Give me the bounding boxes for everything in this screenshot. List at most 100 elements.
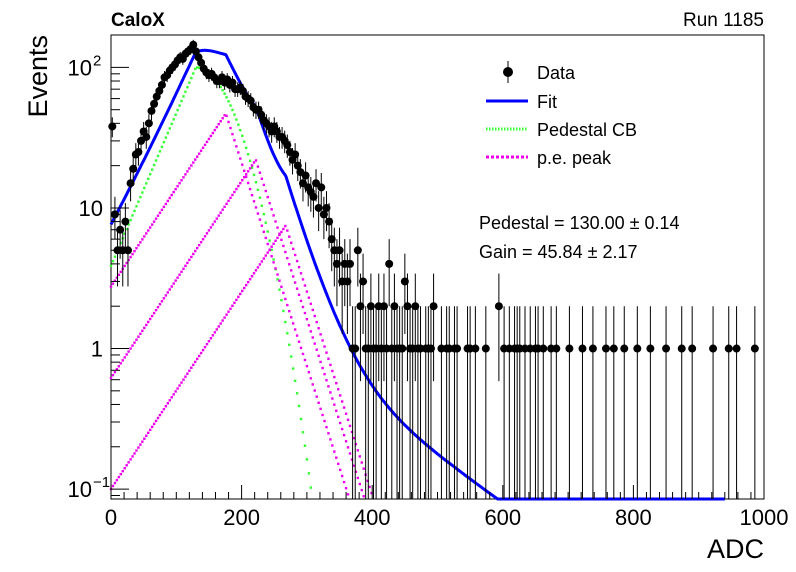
data-point [601, 306, 610, 499]
gain-result: Gain = 45.84 ± 2.17 [479, 242, 638, 262]
pedestal-curve-dot [291, 367, 295, 370]
pedestal-curve-dot [231, 108, 234, 112]
pe-peak-curve-2-dot [121, 359, 124, 362]
pe-peak-curve-2-dot [246, 170, 250, 173]
pedestal-curve-dot [282, 309, 285, 313]
pedestal-curve-dot [127, 223, 130, 226]
data-point [471, 306, 480, 499]
data-point [293, 153, 302, 182]
data-marker [677, 344, 686, 353]
pe-peak-curve-3-dot [158, 413, 162, 417]
pe-peak-curve-3-dot [307, 296, 311, 299]
pe-peak-curve-1-dot [293, 328, 297, 331]
pe-peak-curve-1-dot [162, 205, 166, 209]
pe-peak-curve-3-dot [317, 327, 320, 330]
pe-peak-curve-2-dot [317, 354, 320, 358]
pe-peak-curve-2-dot [297, 293, 301, 296]
pe-peak-curve-3-dot [219, 322, 222, 325]
pe-peak-curve-3-dot [207, 340, 211, 343]
pe-peak-curve-2-dot [160, 300, 164, 303]
data-marker [471, 344, 480, 353]
pedestal-curve-dot [280, 298, 283, 302]
pe-peak-curve-1-dot [195, 155, 199, 158]
data-marker [189, 40, 198, 49]
pe-peak-curve-2-dot [362, 495, 365, 498]
pe-peak-curve-3-dot [235, 298, 238, 302]
data-point [155, 83, 164, 99]
pe-peak-curve-2-dot [331, 397, 334, 400]
pe-peak-curve-3-dot [258, 263, 262, 266]
data-marker [293, 161, 302, 170]
pe-peak-curve-2-dot [290, 269, 293, 272]
pedestal-curve-dot [197, 66, 201, 69]
pe-peak-curve-1-dot [246, 181, 250, 185]
experiment-label: CaloX [111, 10, 165, 31]
pedestal-curve-dot [239, 128, 242, 132]
pe-peak-curve-1-dot [317, 401, 320, 404]
pe-peak-curve-1-dot [211, 131, 215, 135]
pe-peak-curve-3 [109, 224, 373, 495]
data-marker [228, 78, 237, 87]
pedestal-curve-dot [125, 227, 128, 231]
pe-peak-curve-3-dot [370, 491, 373, 495]
pedestal-curve-dot [178, 104, 181, 107]
data-point [453, 306, 462, 499]
data-point [677, 306, 686, 499]
pe-peak-curve-3-dot [125, 464, 128, 467]
data-marker [157, 80, 166, 89]
pedestal-curve-dot [307, 472, 311, 475]
pe-peak-curve-2-dot [239, 181, 242, 185]
pe-peak-curve-3-dot [217, 325, 220, 328]
x-tick-label: 800 [615, 505, 652, 530]
pedestal-curve-dot [221, 88, 224, 92]
pe-peak-curve-2-dot [254, 159, 258, 162]
pe-peak-curve-1-dot [329, 438, 332, 441]
pe-peak-curve-1-dot [266, 242, 269, 246]
pe-peak-curve-3-dot [337, 388, 340, 391]
pe-peak-curve-2-dot [143, 326, 146, 330]
data-marker [732, 344, 741, 353]
pe-peak-curve-3-dot [147, 431, 150, 434]
x-tick-label: 200 [223, 505, 260, 530]
pe-peak-curve-1-dot [207, 137, 211, 141]
pe-peak-curve-2-dot [164, 294, 168, 297]
pedestal-curve-dot [250, 166, 254, 169]
pe-peak-curve-2-dot [301, 305, 305, 309]
pe-peak-curve-3-dot [148, 428, 152, 432]
data-marker [325, 217, 334, 226]
pe-peak-curve-2-dot [350, 458, 354, 461]
pedestal-curve-dot [170, 122, 173, 126]
data-marker [246, 96, 255, 105]
pe-peak-curve-3-dot [348, 424, 352, 428]
data-point [314, 191, 323, 232]
pe-peak-curve-1-dot [135, 247, 138, 250]
pe-peak-curve-3-dot [164, 405, 168, 408]
pe-peak-curve-1-dot [301, 352, 305, 356]
pe-peak-curve-1-dot [231, 132, 234, 136]
pedestal-curve-dot [174, 113, 177, 116]
pe-peak-curve-3-dot [313, 314, 316, 318]
pedestal-curve-dot [248, 159, 252, 163]
pe-peak-curve-2-dot [241, 178, 244, 182]
data-marker [134, 148, 143, 157]
pedestal-curve-dot [225, 96, 228, 99]
data-point [526, 306, 535, 499]
pe-peak-curve-3-dot [335, 381, 338, 385]
pe-peak-curve-1-dot [205, 140, 209, 144]
pe-peak-curve-3-dot [182, 378, 185, 381]
pe-peak-curve-3-dot [352, 436, 356, 440]
pe-peak-curve-3-dot [160, 410, 164, 414]
pedestal-curve-dot [252, 173, 256, 177]
pedestal-curve-dot [290, 355, 293, 358]
pe-peak-curve-2-dot [243, 176, 246, 179]
pe-peak-curve-2-dot [137, 335, 140, 338]
pe-peak-curve-2-dot [315, 348, 318, 351]
pe-peak-curve-3-dot [254, 269, 258, 272]
pe-peak-curve-1-dot [109, 285, 113, 288]
pe-peak-curve-3-dot [291, 247, 295, 251]
data-marker [633, 344, 642, 353]
pe-peak-curve-3-dot [184, 375, 187, 378]
pe-peak-curve-2-dot [358, 482, 361, 486]
data-marker [343, 277, 352, 286]
pe-peak-curve-1-dot [194, 158, 197, 161]
